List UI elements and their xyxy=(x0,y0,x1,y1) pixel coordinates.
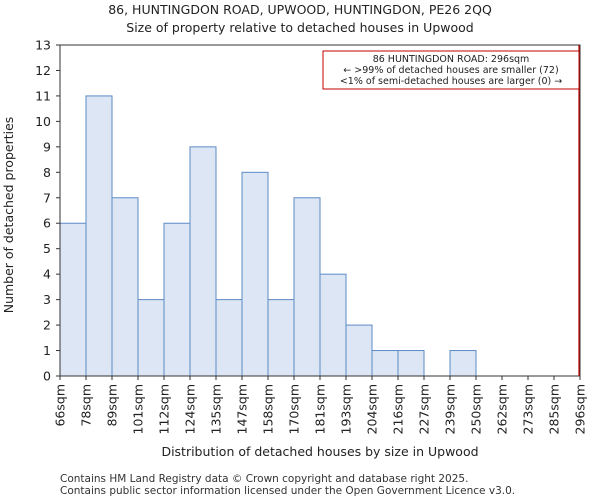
bar-112sqm xyxy=(163,222,191,377)
y-tick-label: 3 xyxy=(43,292,51,307)
x-tick-label: 158sqm xyxy=(261,384,276,434)
bar-158sqm xyxy=(267,299,295,377)
x-tick-label: 273sqm xyxy=(521,384,536,434)
footer-line-1: Contains HM Land Registry data © Crown c… xyxy=(60,473,468,485)
bar-204sqm xyxy=(371,350,399,377)
x-tick-label: 135sqm xyxy=(209,384,224,434)
x-tick-label: 285sqm xyxy=(547,384,562,434)
annotation-line-2: ← >99% of detached houses are smaller (7… xyxy=(343,65,558,76)
x-tick-label: 296sqm xyxy=(573,384,588,434)
bar-239sqm xyxy=(449,350,477,377)
y-tick-label: 0 xyxy=(43,369,51,384)
x-tick-label: 66sqm xyxy=(53,384,68,427)
y-tick-label: 12 xyxy=(35,63,51,78)
x-tick-label: 78sqm xyxy=(79,384,94,427)
x-tick-label: 216sqm xyxy=(391,384,406,434)
x-tick-label: 239sqm xyxy=(443,384,458,434)
bar-181sqm xyxy=(319,273,347,377)
x-tick-label: 112sqm xyxy=(157,384,172,434)
x-tick-label: 101sqm xyxy=(131,384,146,434)
y-tick-label: 2 xyxy=(43,318,51,333)
y-tick-label: 10 xyxy=(35,114,51,129)
bar-170sqm xyxy=(293,197,321,377)
bar-124sqm xyxy=(189,146,217,377)
annotation-line-3: <1% of semi-detached houses are larger (… xyxy=(340,76,562,87)
y-tick-label: 6 xyxy=(43,216,51,231)
y-tick-label: 9 xyxy=(43,139,51,154)
bar-216sqm xyxy=(397,350,425,377)
y-tick-label: 5 xyxy=(43,241,51,256)
y-tick-label: 7 xyxy=(43,190,51,205)
y-tick-label: 11 xyxy=(35,88,51,103)
x-tick-label: 124sqm xyxy=(183,384,198,434)
bar-89sqm xyxy=(111,197,139,377)
chart-subtitle: Size of property relative to detached ho… xyxy=(126,20,473,35)
bar-66sqm xyxy=(59,222,87,377)
x-tick-label: 193sqm xyxy=(339,384,354,434)
bar-147sqm xyxy=(241,171,269,377)
annotation-box: 86 HUNTINGDON ROAD: 296sqm ← >99% of det… xyxy=(322,50,580,90)
x-tick-label: 262sqm xyxy=(495,384,510,434)
x-axis-label: Distribution of detached houses by size … xyxy=(161,444,478,459)
plot-area xyxy=(59,44,581,377)
x-tick-label: 204sqm xyxy=(365,384,380,434)
x-tick-label: 170sqm xyxy=(287,384,302,434)
x-axis: 66sqm 78sqm 89sqm 101sqm 112sqm 124sqm 135sqm 1… xyxy=(53,376,588,434)
bar-101sqm xyxy=(137,299,165,377)
bar-135sqm xyxy=(215,299,243,377)
x-tick-label: 181sqm xyxy=(313,384,328,434)
y-tick-label: 13 xyxy=(35,38,51,53)
bars xyxy=(59,95,477,377)
chart-title: 86, HUNTINGDON ROAD, UPWOOD, HUNTINGDON,… xyxy=(108,2,492,17)
y-tick-label: 8 xyxy=(43,165,51,180)
x-tick-label: 89sqm xyxy=(105,384,120,427)
footer-line-2: Contains public sector information licen… xyxy=(60,485,515,497)
x-tick-label: 147sqm xyxy=(235,384,250,434)
annotation-line-1: 86 HUNTINGDON ROAD: 296sqm xyxy=(373,54,530,65)
bar-193sqm xyxy=(345,324,373,377)
bar-78sqm xyxy=(85,95,113,377)
x-tick-label: 227sqm xyxy=(417,384,432,434)
x-tick-label: 250sqm xyxy=(469,384,484,434)
y-axis-label: Number of detached properties xyxy=(1,117,16,314)
annotation-frame xyxy=(322,50,580,90)
y-tick-label: 4 xyxy=(43,267,51,282)
y-tick-label: 1 xyxy=(43,343,51,358)
